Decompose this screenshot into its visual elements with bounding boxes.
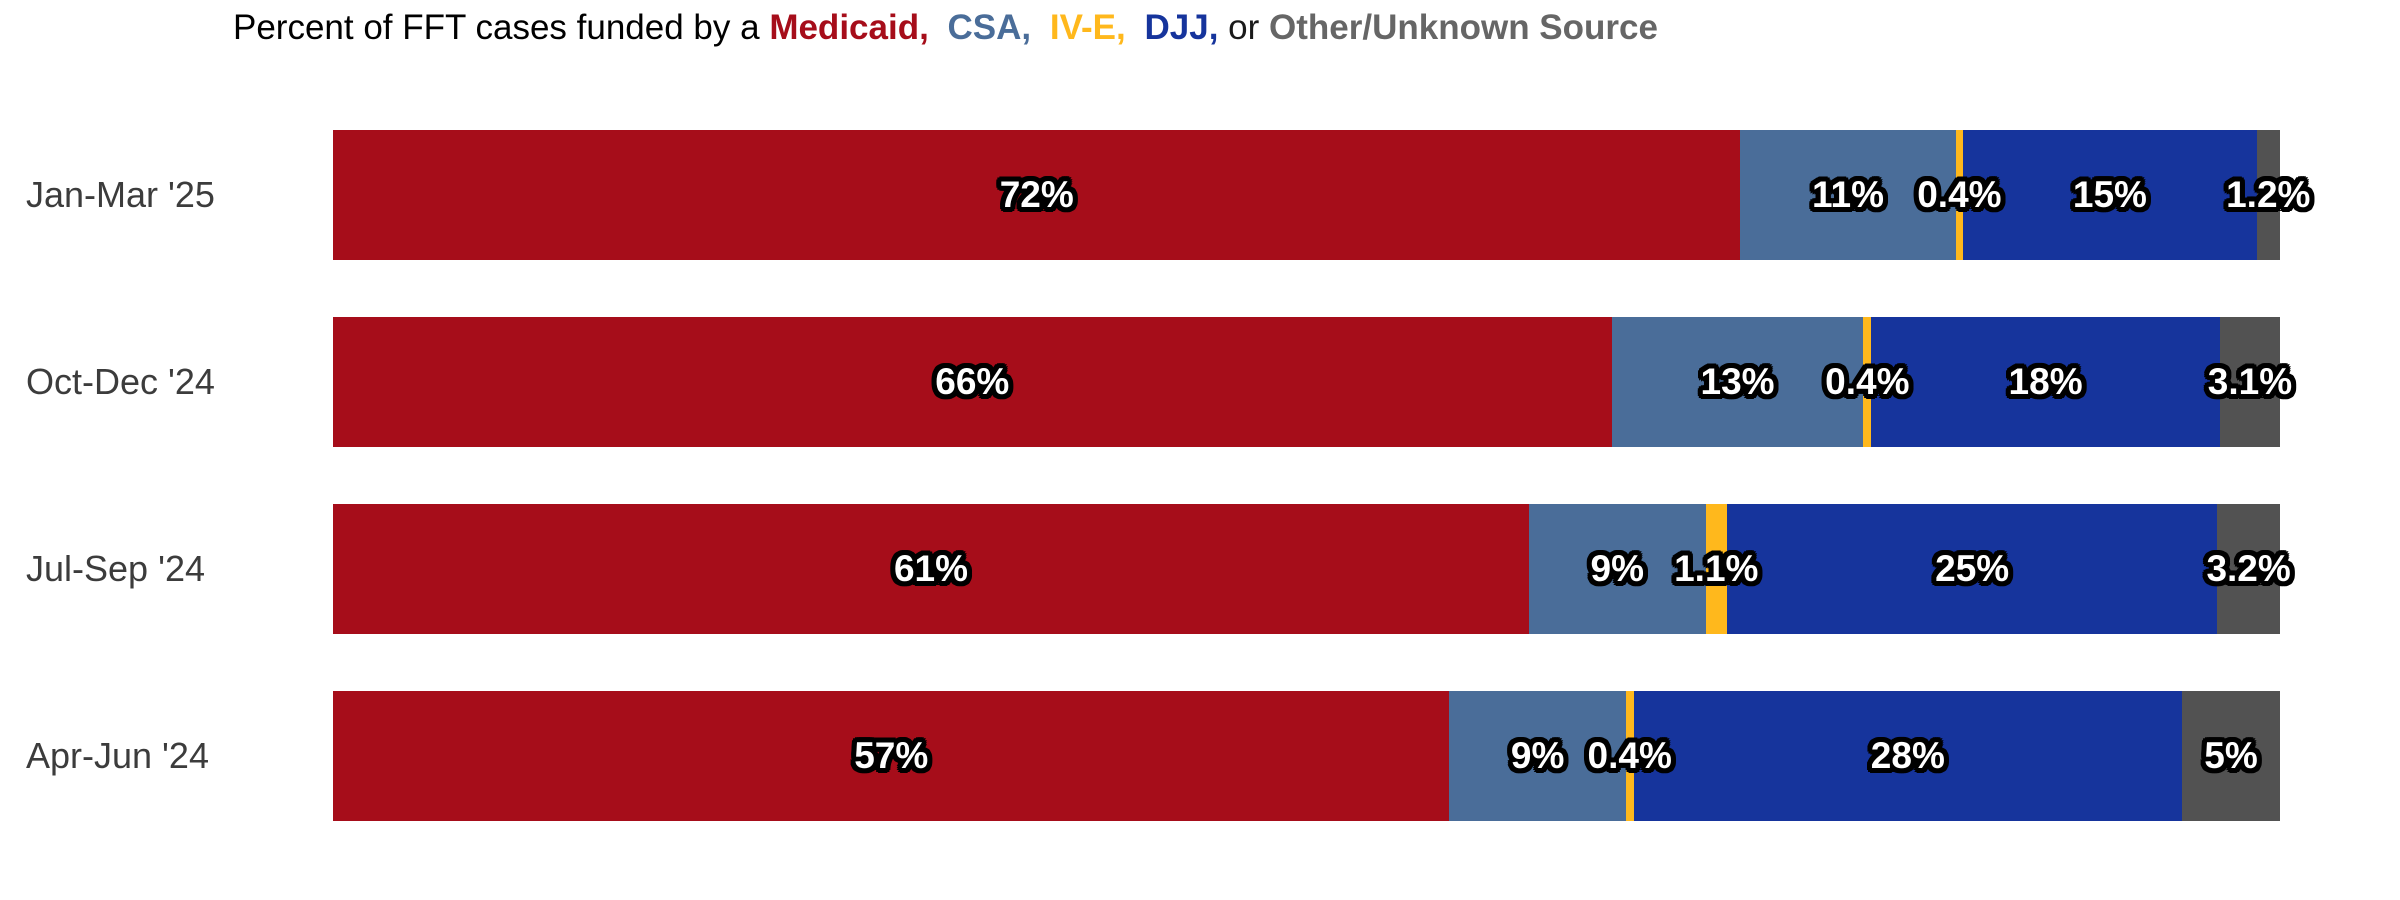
segment-csa <box>1529 504 1706 634</box>
segment-value-label: 15% <box>2072 174 2147 215</box>
chart-row: Jul-Sep '24 61% 9% 1.1% 25% 3.2% <box>0 504 2400 634</box>
title-part: CSA, <box>947 8 1032 47</box>
title-part: DJJ, <box>1144 8 1219 47</box>
title-part: Medicaid, <box>769 8 929 47</box>
stacked-bar: 72% 11% 0.4% 15% 1.2% <box>333 130 2310 260</box>
segment-value-label: 72% <box>999 174 1074 215</box>
chart-title: Percent of FFT cases funded by a Medicai… <box>233 8 1658 48</box>
segment-csa <box>1611 317 1864 447</box>
segment-value-label: 0.4% <box>1587 735 1672 776</box>
segment-value-label: 5% <box>2204 735 2258 776</box>
title-part: Other/Unknown Source <box>1269 8 1658 47</box>
segment-value-label: 25% <box>1935 548 2010 589</box>
segment-value-label: 1.1% <box>1674 548 1759 589</box>
chart-rows: Jan-Mar '25 72% 11% 0.4% 15% 1.2% Oct-Dec '24 6… <box>0 130 2400 878</box>
category-label: Jul-Sep '24 <box>26 548 205 589</box>
category-label: Apr-Jun '24 <box>26 735 209 776</box>
segment-other-unknown <box>2256 130 2280 260</box>
segment-value-label: 66% <box>935 361 1010 402</box>
segment-value-label: 11% <box>1811 174 1884 215</box>
chart-row: Apr-Jun '24 57% 9% 0.4% 28% 5% <box>0 691 2400 821</box>
chart-row: Jan-Mar '25 72% 11% 0.4% 15% 1.2% <box>0 130 2400 260</box>
segment-iv-e <box>1863 317 1872 447</box>
segment-iv-e <box>1625 691 1634 821</box>
segment-value-label: 1.2% <box>2226 174 2311 215</box>
title-part: Percent of FFT cases funded by a <box>233 8 760 47</box>
segment-csa <box>1740 130 1956 260</box>
segment-medicaid <box>333 317 1612 447</box>
segment-other-unknown <box>2219 317 2280 447</box>
category-label: Oct-Dec '24 <box>26 361 215 402</box>
segment-value-label: 3.1% <box>2207 361 2293 402</box>
segment-medicaid <box>333 504 1530 634</box>
segment-medicaid <box>333 691 1450 821</box>
segment-iv-e <box>1955 130 1964 260</box>
segment-medicaid <box>333 130 1741 260</box>
segment-djj <box>1871 317 2220 447</box>
title-part: IV-E, <box>1049 8 1126 47</box>
segment-djj <box>1727 504 2218 634</box>
segment-value-label: 13% <box>1700 361 1775 402</box>
segment-value-label: 9% <box>1510 735 1565 776</box>
segment-iv-e <box>1705 504 1728 634</box>
segment-value-label: 57% <box>854 735 929 776</box>
stacked-bar: 66% 13% 0.4% 18% 3.1% <box>333 317 2292 447</box>
segment-other-unknown <box>2217 504 2281 634</box>
category-label: Jan-Mar '25 <box>26 174 215 215</box>
segment-value-label: 28% <box>1870 735 1945 776</box>
segment-other-unknown <box>2182 691 2280 821</box>
chart-row: Oct-Dec '24 66% 13% 0.4% 18% 3.1% <box>0 317 2400 447</box>
stacked-bar: 61% 9% 1.1% 25% 3.2% <box>333 504 2291 634</box>
segment-value-label: 18% <box>2008 361 2083 402</box>
segment-value-label: 3.2% <box>2206 548 2291 589</box>
stacked-bar: 57% 9% 0.4% 28% 5% <box>333 691 2280 821</box>
segment-value-label: 9% <box>1590 548 1645 589</box>
title-part: or <box>1228 8 1260 47</box>
segment-value-label: 61% <box>893 548 969 589</box>
segment-value-label: 0.4% <box>1917 174 2002 215</box>
segment-djj <box>1963 130 2257 260</box>
segment-value-label: 0.4% <box>1825 361 1910 402</box>
segment-djj <box>1633 691 2183 821</box>
segment-csa <box>1449 691 1626 821</box>
